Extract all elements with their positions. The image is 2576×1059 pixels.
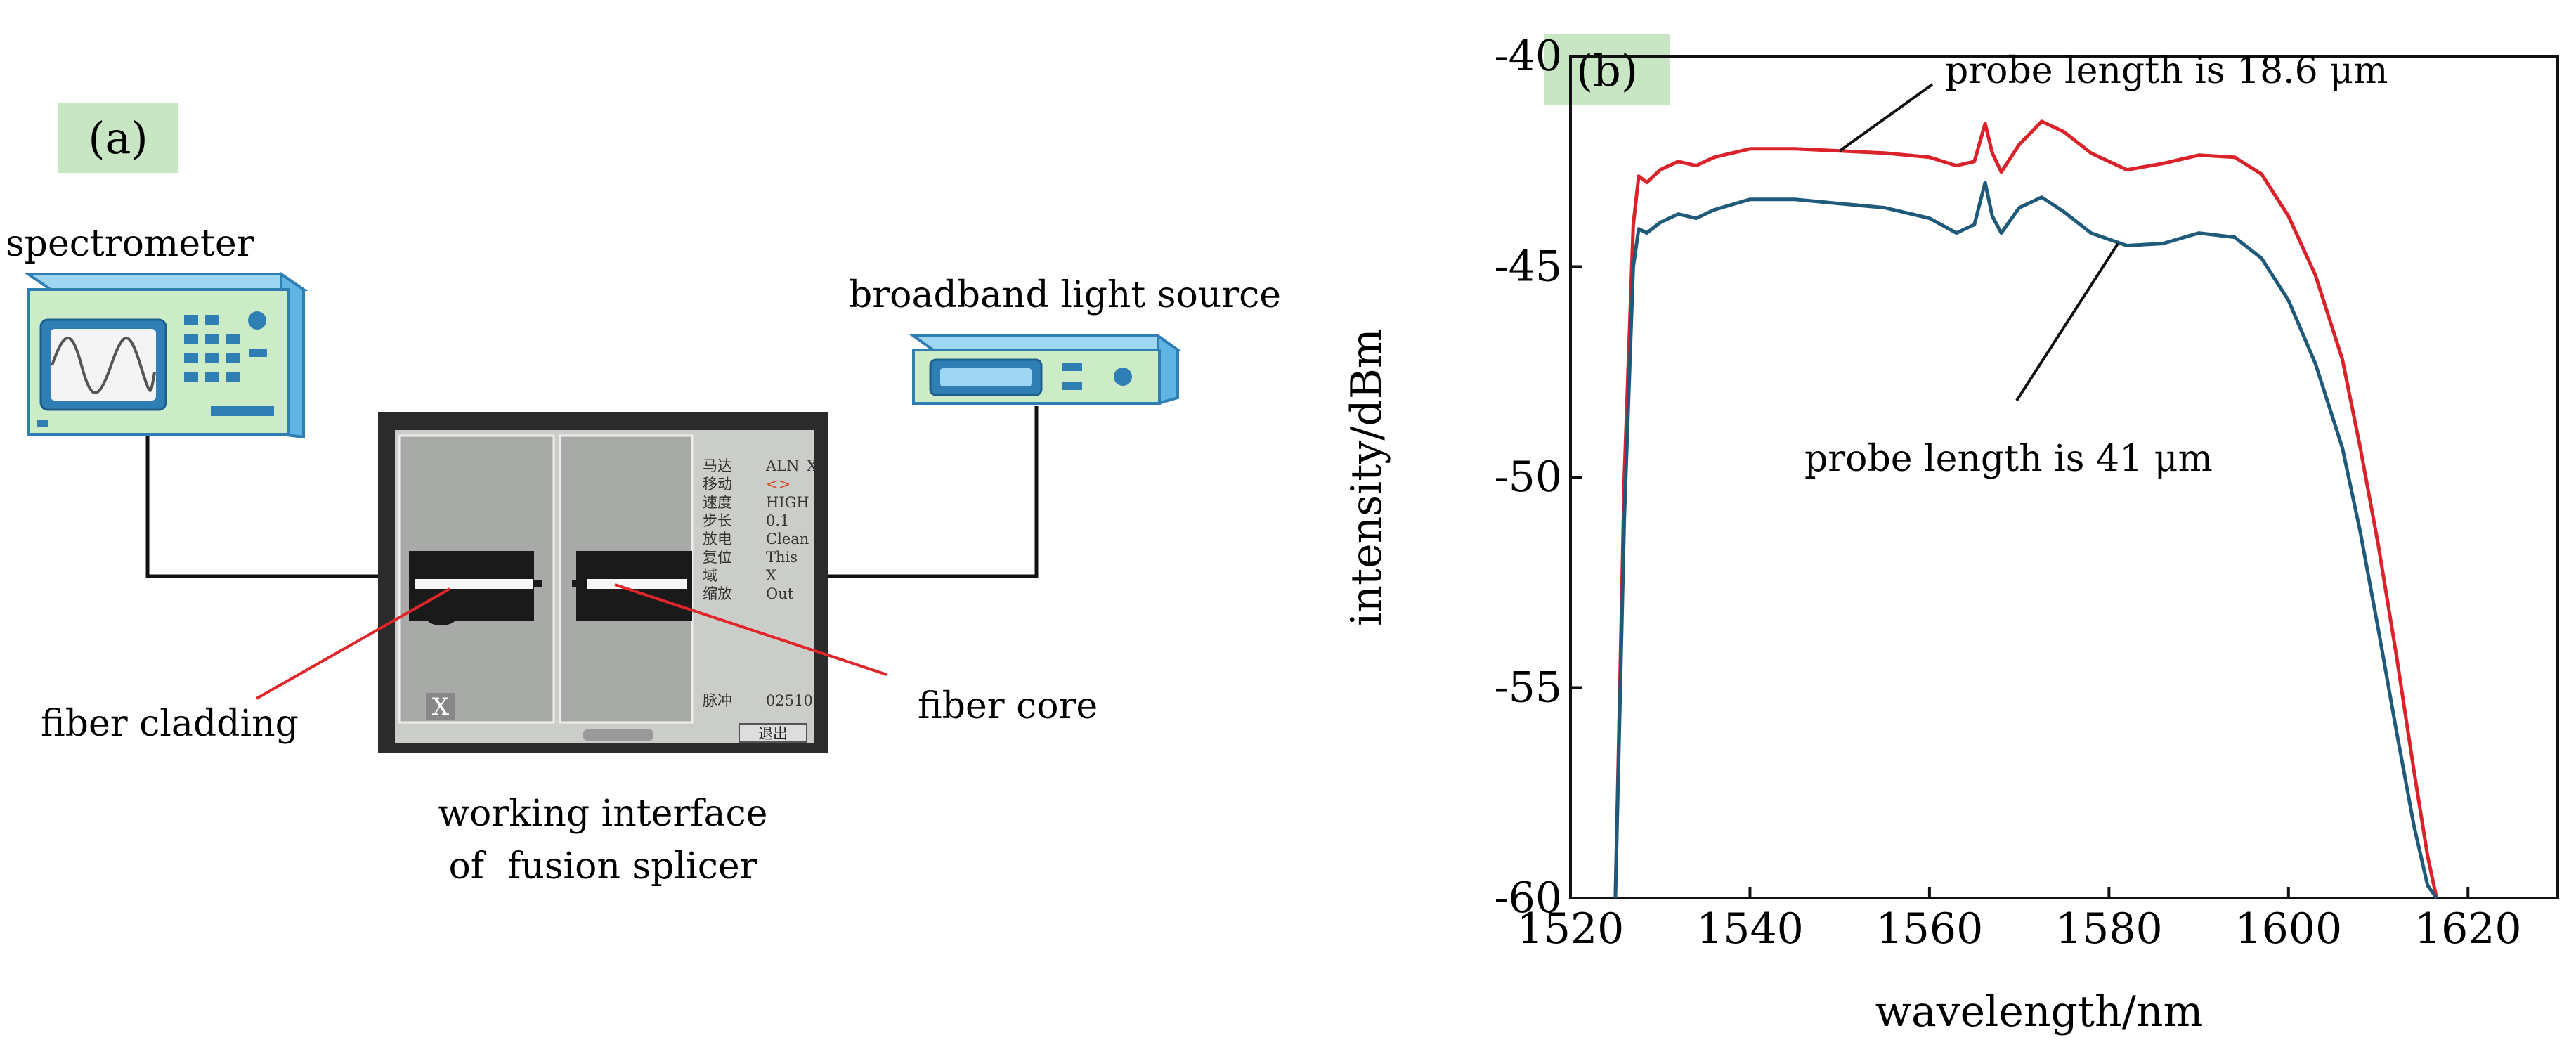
screen-menu-value: HIGH [766, 494, 809, 511]
screen-menu-key: 移动 [703, 476, 732, 493]
spectrometer-label: spectrometer [6, 223, 254, 265]
cladding-pointer [256, 587, 450, 700]
plot-area: 1520 1540 1560 1580 1600 1620 -40 -45 -50 -55 -60 [1494, 32, 2559, 954]
screen-menu-key: 步长 [703, 512, 732, 529]
screen-exit-label: 退出 [758, 725, 788, 742]
panel-b-label: (b) [1576, 45, 1638, 96]
interface-caption-line2: of fusion splicer [449, 845, 757, 888]
screen-menu-key: 速度 [703, 494, 732, 511]
fiber-cladding-label: fiber cladding [41, 703, 299, 745]
y-axis-label: intensity/dBm [1342, 328, 1391, 626]
series-line-0 [1613, 119, 2439, 899]
panel-a: (a) spectrometer broadband light source [6, 103, 1281, 888]
x-axis-label: wavelength/nm [1875, 987, 2204, 1037]
annotation-18-6um: probe length is 18.6 μm [1945, 50, 2388, 92]
x-tick-label: 1620 [2414, 904, 2522, 954]
screen-x-button[interactable]: X [426, 693, 455, 721]
light-source-label: broadband light source [849, 274, 1281, 316]
annotation-pointer-41um [2015, 242, 2119, 402]
screen-menu-value: X [766, 567, 776, 584]
panel-a-label-bg [58, 103, 178, 173]
annotation-41um: probe length is 41 μm [1804, 438, 2213, 480]
y-tick-label: -50 [1494, 453, 1562, 502]
screen-menu-value: This [766, 549, 798, 566]
screen-x-label: X [432, 693, 450, 721]
screen-menu-value: Out [766, 585, 794, 602]
y-tick-label: -60 [1494, 873, 1562, 923]
x-tick-label: 1580 [2055, 904, 2163, 954]
screen-menu-value: <> [766, 476, 791, 493]
y-tick-label: -55 [1494, 663, 1562, 713]
screen-menu-key: 缩放 [703, 585, 732, 602]
screen-nav-arrows[interactable] [583, 729, 653, 741]
panel-b: (b) 1520 1540 1560 1580 1600 1620 -40 -45 -50 -55… [1342, 32, 2559, 1037]
fusion-splicer-screen: X 马达 ALN_X 移动 <> 速度 HIGH 步长 0.1 放电 Clean 复位 This 域 X 缩… [378, 412, 828, 753]
screen-menu-key: 复位 [703, 549, 732, 566]
screen-menu-key: 放电 [703, 531, 732, 547]
x-tick-label: 1520 [1517, 904, 1625, 954]
screen-menu-key: 域 [703, 567, 717, 584]
core-pointer [614, 583, 887, 676]
interface-caption-line1: working interface [438, 793, 768, 835]
fiber-to-spectrometer [145, 436, 378, 578]
fiber-core-label: fiber core [918, 685, 1098, 727]
panel-a-label: (a) [88, 112, 148, 164]
screen-menu-value: ALN_X [765, 457, 817, 474]
screen-menu-value: Clean [766, 531, 809, 547]
panel-b-label-bg [1544, 34, 1670, 105]
y-tick-label: -40 [1494, 32, 1562, 81]
screen-menu-value: 0.1 [766, 512, 789, 529]
x-tick-label: 1600 [2235, 904, 2342, 954]
x-tick-label: 1560 [1876, 904, 1984, 954]
screen-menu-key: 马达 [703, 457, 732, 474]
fiber-to-light-source [828, 406, 1039, 578]
x-tick-label: 1540 [1696, 904, 1804, 954]
screen-exit-button[interactable]: 退出 [739, 723, 807, 743]
annotation-pointer-18-6um [1839, 83, 1934, 152]
screen-pulse-key: 脉冲 [703, 692, 732, 709]
spectrometer-icon [23, 271, 308, 439]
screen-menu: 马达 ALN_X 移动 <> 速度 HIGH 步长 0.1 放电 Clean 复位 This 域 X 缩放 O… [703, 457, 817, 602]
screen-pulse-value: 02510 [766, 692, 813, 709]
series-line-1 [1613, 181, 2438, 899]
y-tick-label: -45 [1494, 242, 1562, 292]
light-source-icon [909, 333, 1183, 405]
